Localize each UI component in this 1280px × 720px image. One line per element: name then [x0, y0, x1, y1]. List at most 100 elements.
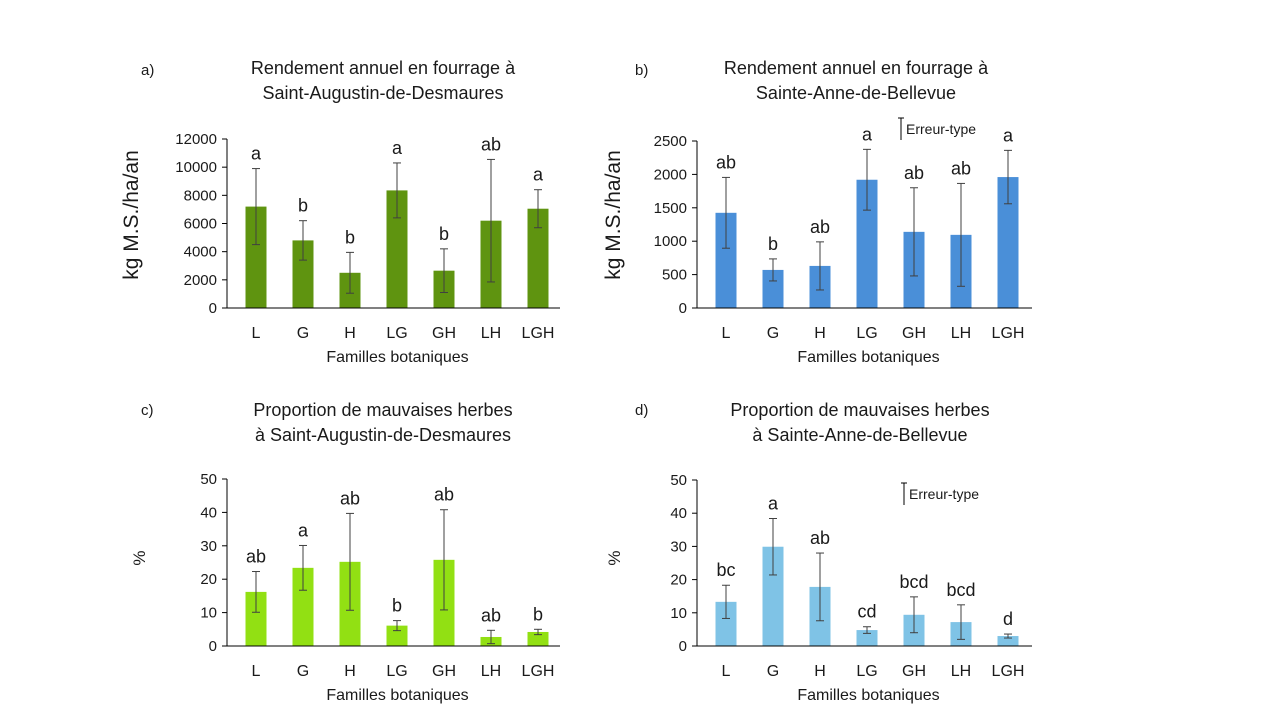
- bar-LGH: [997, 177, 1019, 308]
- x-tick-label: H: [814, 325, 826, 342]
- bar-LGH: [527, 631, 549, 646]
- y-tick-label: 50: [200, 471, 217, 488]
- significance-letter: bcd: [946, 580, 975, 600]
- error-bar-G: [769, 518, 777, 576]
- significance-letter: ab: [810, 528, 830, 548]
- significance-letter: b: [298, 196, 308, 216]
- error-bar-G: [299, 220, 307, 261]
- y-tick-label: 10: [670, 605, 687, 622]
- significance-letter: b: [533, 604, 543, 624]
- x-axis-label: Familles botaniques: [797, 687, 939, 704]
- x-tick-label: LGH: [522, 325, 555, 342]
- significance-letter: bcd: [899, 572, 928, 592]
- bar-LG: [856, 630, 878, 646]
- error-bar-LGH: [534, 628, 542, 636]
- error-bar-L: [252, 168, 260, 246]
- panel-letter: c): [141, 402, 154, 419]
- error-bar-GH: [440, 248, 448, 294]
- chart-title-line: à Sainte-Anne-de-Bellevue: [752, 425, 967, 445]
- y-tick-label: 6000: [184, 216, 217, 233]
- x-tick-label: LH: [951, 325, 971, 342]
- error-bar-GH: [440, 509, 448, 611]
- error-bar-LG: [393, 620, 401, 632]
- significance-letter: ab: [481, 134, 501, 154]
- bar-LG: [386, 625, 408, 646]
- y-tick-label: 2000: [654, 166, 687, 183]
- y-tick-label: 12000: [175, 131, 217, 148]
- error-bar-GH: [910, 187, 918, 277]
- significance-letter: ab: [340, 488, 360, 508]
- y-tick-label: 1000: [654, 233, 687, 250]
- chart-panel-c: c) Proportion de mauvaises herbes à Saint-…: [130, 400, 560, 704]
- x-tick-label: H: [814, 663, 826, 680]
- y-axis-label: %: [130, 550, 149, 565]
- bar-L: [245, 591, 267, 646]
- error-bar-LH: [957, 604, 965, 640]
- panel-letter: b): [635, 62, 648, 79]
- y-tick-label: 50: [670, 472, 687, 489]
- bar-LGH: [527, 208, 549, 308]
- error-bar-L: [722, 584, 730, 619]
- significance-letter: ab: [434, 485, 454, 505]
- error-bar-LH: [487, 158, 495, 283]
- significance-letter: a: [533, 165, 544, 185]
- bar-LG: [386, 190, 408, 308]
- y-axis-label: %: [605, 550, 624, 565]
- bar-LGH: [997, 636, 1019, 646]
- y-tick-label: 10000: [175, 159, 217, 176]
- chart-title-line: Sainte-Anne-de-Bellevue: [756, 83, 956, 103]
- bar-G: [762, 546, 784, 646]
- x-tick-label: LG: [856, 663, 877, 680]
- bar-G: [292, 240, 314, 308]
- significance-letter: b: [392, 596, 402, 616]
- significance-letter: ab: [716, 152, 736, 172]
- error-bar-L: [722, 176, 730, 249]
- y-tick-label: 10: [200, 605, 217, 622]
- chart-title-line: Rendement annuel en fourrage à: [251, 58, 516, 78]
- significance-letter: ab: [246, 547, 266, 567]
- y-tick-label: 20: [670, 572, 687, 589]
- chart-title-line: Saint-Augustin-de-Desmaures: [262, 83, 503, 103]
- y-tick-label: 20: [200, 571, 217, 588]
- x-tick-label: G: [297, 663, 309, 680]
- error-bar-H: [346, 251, 354, 294]
- significance-letter: cd: [857, 602, 876, 622]
- x-tick-label: LGH: [522, 663, 555, 680]
- x-axis-label: Familles botaniques: [326, 349, 468, 366]
- chart-panel-b: b) Rendement annuel en fourrage à Sainte-A…: [602, 58, 1032, 366]
- x-axis-label: Familles botaniques: [797, 349, 939, 366]
- x-tick-label: G: [767, 663, 779, 680]
- panel-letter: d): [635, 402, 648, 419]
- chart-panel-d: d) Proportion de mauvaises herbes à Sainte…: [605, 400, 1032, 704]
- error-bar-LGH: [1004, 633, 1012, 639]
- y-tick-label: 2000: [184, 272, 217, 289]
- y-tick-label: 0: [209, 300, 217, 317]
- error-bar-G: [769, 258, 777, 282]
- error-bar-LG: [863, 626, 871, 634]
- error-bar-LH: [487, 629, 495, 645]
- y-tick-label: 4000: [184, 244, 217, 261]
- significance-letter: a: [392, 138, 403, 158]
- significance-letter: b: [768, 234, 778, 254]
- significance-letter: a: [298, 520, 309, 540]
- x-tick-label: LGH: [992, 325, 1025, 342]
- chart-title-line: à Saint-Augustin-de-Desmaures: [255, 425, 511, 445]
- bar-G: [762, 269, 784, 308]
- y-tick-label: 0: [679, 300, 687, 317]
- x-tick-label: GH: [432, 663, 456, 680]
- y-tick-label: 8000: [184, 187, 217, 204]
- y-tick-label: 40: [670, 505, 687, 522]
- x-tick-label: L: [252, 325, 261, 342]
- chart-title-line: Rendement annuel en fourrage à: [724, 58, 989, 78]
- error-bar-H: [816, 241, 824, 291]
- x-tick-label: L: [722, 325, 731, 342]
- bar-L: [245, 206, 267, 308]
- x-tick-label: LGH: [992, 663, 1025, 680]
- x-tick-label: LG: [856, 325, 877, 342]
- y-tick-label: 30: [670, 538, 687, 555]
- significance-letter: a: [1003, 125, 1014, 145]
- x-tick-label: LH: [951, 663, 971, 680]
- x-tick-label: GH: [902, 663, 926, 680]
- significance-letter: a: [862, 124, 873, 144]
